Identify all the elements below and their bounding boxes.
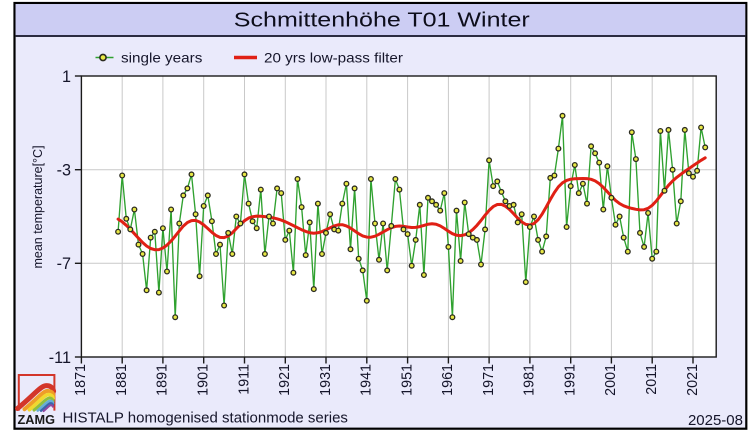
svg-text:1931: 1931 (318, 364, 334, 396)
svg-text:Schmittenhöhe T01 Winter: Schmittenhöhe T01 Winter (234, 8, 530, 31)
svg-text:2011: 2011 (644, 364, 660, 395)
svg-text:1891: 1891 (155, 364, 171, 396)
svg-text:HISTALP homogenised stationmod: HISTALP homogenised stationmode series (63, 410, 348, 427)
svg-text:1971: 1971 (481, 364, 497, 396)
svg-text:-3: -3 (57, 162, 71, 180)
svg-text:1881: 1881 (114, 364, 130, 396)
svg-text:-11: -11 (49, 349, 71, 367)
svg-text:mean temperature[°C]: mean temperature[°C] (31, 145, 45, 268)
svg-text:1901: 1901 (196, 364, 212, 396)
svg-text:ZAMG: ZAMG (18, 413, 56, 427)
svg-text:1991: 1991 (563, 364, 579, 396)
svg-text:1941: 1941 (359, 364, 375, 396)
svg-text:single years: single years (121, 51, 202, 66)
svg-text:1921: 1921 (277, 364, 293, 396)
svg-text:2001: 2001 (603, 364, 619, 396)
svg-text:1961: 1961 (440, 364, 456, 396)
svg-text:1: 1 (62, 68, 71, 86)
svg-text:1911: 1911 (236, 364, 252, 395)
svg-text:-7: -7 (57, 255, 71, 273)
svg-text:2021: 2021 (685, 364, 701, 396)
svg-text:2025-08: 2025-08 (688, 412, 743, 429)
svg-text:1871: 1871 (73, 364, 89, 396)
svg-text:20 yrs low-pass filter: 20 yrs low-pass filter (264, 51, 403, 66)
svg-text:1951: 1951 (399, 364, 415, 396)
svg-text:1981: 1981 (522, 364, 538, 396)
